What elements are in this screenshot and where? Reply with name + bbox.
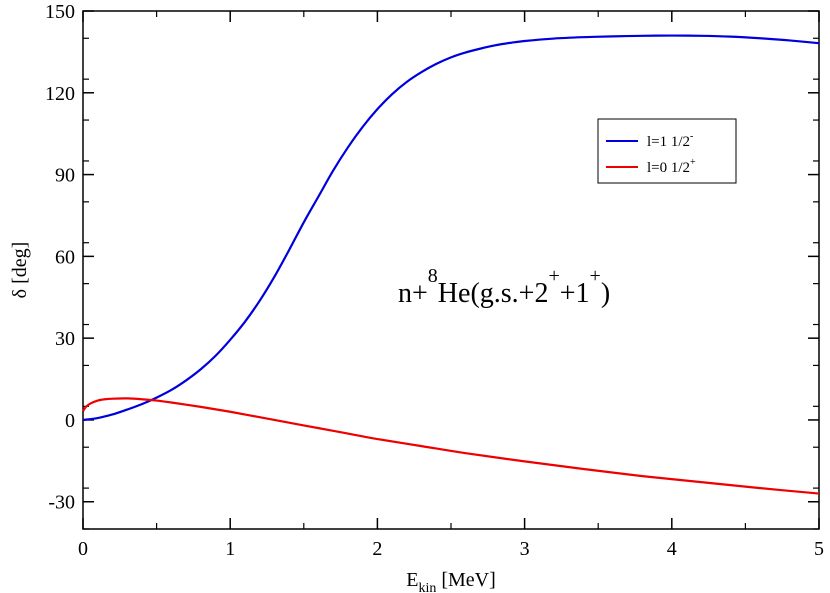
legend-box (597, 118, 737, 184)
y-tick-label: -30 (48, 492, 75, 514)
y-axis-label: δ [deg] (9, 242, 31, 299)
series-lines (82, 34, 820, 495)
x-tick-label: 0 (78, 538, 88, 560)
legend-label-l1: l=1 1/2- (647, 131, 693, 150)
x-tick-label: 2 (372, 538, 382, 560)
x-axis-label: Ekin [MeV] (406, 569, 496, 593)
y-tick-label: 150 (45, 1, 75, 23)
series-line-1 (82, 397, 820, 495)
legend-label-l0: l=0 1/2+ (647, 157, 696, 176)
y-tick-label: 0 (65, 410, 75, 432)
reaction-annotation: n+8He(g.s.+2++1+) (398, 265, 610, 309)
x-tick-label: 3 (520, 538, 530, 560)
axis-ticks: 0 1 2 3 4 5 -30 0 30 60 90 120 150 (45, 1, 824, 560)
x-tick-label: 5 (814, 538, 824, 560)
x-tick-label: 1 (225, 538, 235, 560)
y-tick-label: 60 (55, 246, 75, 268)
x-tick-label: 4 (667, 538, 677, 560)
y-tick-label: 90 (55, 165, 75, 187)
y-tick-label: 30 (55, 328, 75, 350)
y-tick-label: 120 (45, 83, 75, 105)
legend: l=1 1/2- l=0 1/2+ (597, 118, 737, 184)
series-line-0 (82, 34, 820, 422)
